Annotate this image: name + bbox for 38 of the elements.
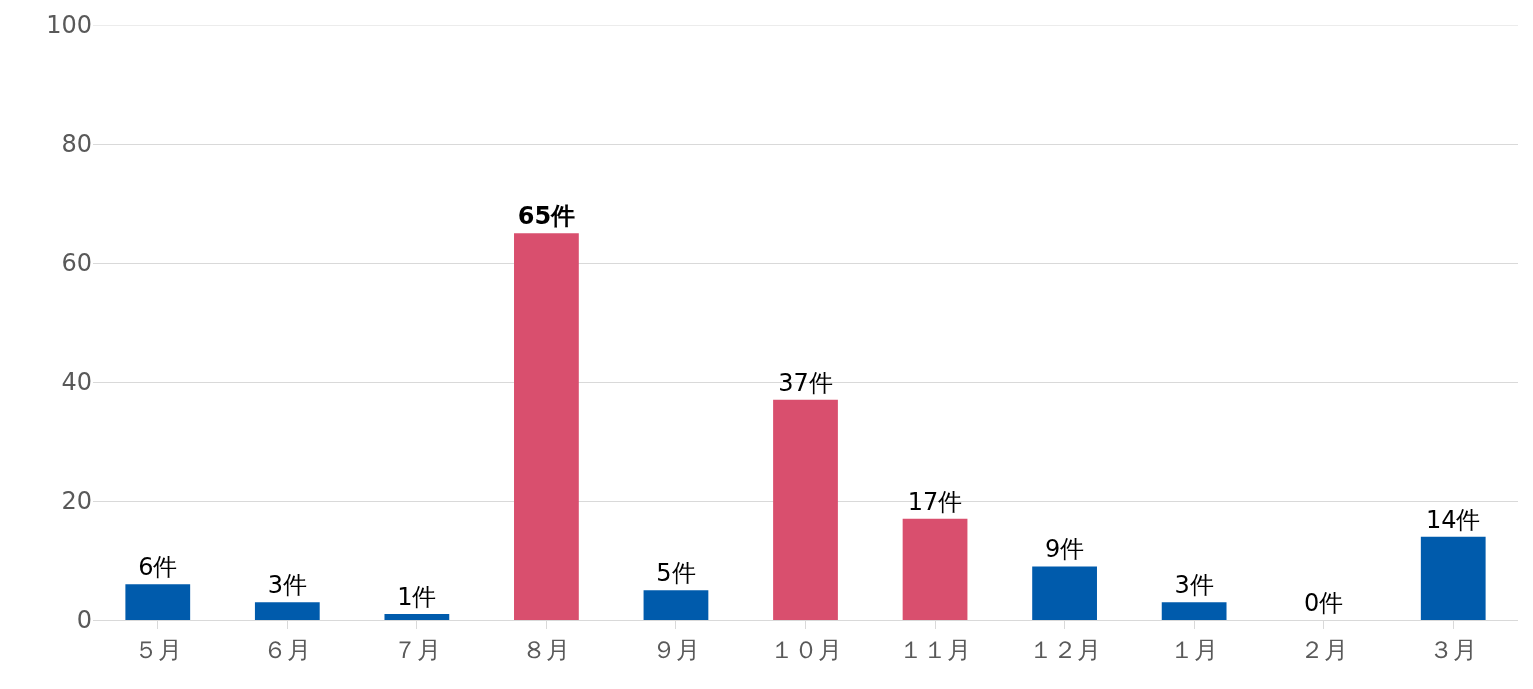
bar [514, 233, 579, 620]
x-tick-label: ２月 [1299, 635, 1348, 664]
x-tick-label: ５月 [133, 635, 182, 664]
x-tick-label: １１月 [899, 635, 972, 664]
data-label: 3件 [1174, 571, 1214, 600]
bar [773, 399, 838, 620]
bar [254, 602, 320, 620]
x-tick-label: １月 [1170, 635, 1219, 664]
x-tick-label: １２月 [1028, 635, 1101, 664]
data-label: 3件 [267, 571, 307, 600]
x-tick-label: ３月 [1429, 635, 1478, 664]
data-label: 0件 [1304, 589, 1344, 617]
x-tick-label: ８月 [522, 635, 571, 664]
bar [643, 590, 709, 620]
data-label: 17件 [907, 487, 963, 516]
x-tick-label: ９月 [651, 635, 700, 664]
bar [125, 584, 191, 620]
bar [1032, 566, 1097, 620]
y-tick-label: 100 [46, 11, 92, 40]
y-tick-label: 80 [61, 130, 92, 159]
data-label: 1件 [397, 583, 437, 612]
y-tick-label: 0 [76, 606, 92, 635]
x-tick-label: ７月 [392, 635, 441, 664]
bar [384, 614, 450, 620]
data-label: 14件 [1425, 505, 1481, 534]
data-label: 37件 [778, 368, 833, 397]
bar [1161, 602, 1227, 620]
bar [1420, 536, 1486, 620]
x-tick-label: ６月 [263, 635, 312, 664]
data-label: 6件 [138, 553, 178, 582]
data-label: 65件 [517, 202, 576, 231]
x-tick-label: １０月 [769, 635, 842, 664]
data-label: 9件 [1044, 535, 1085, 564]
y-tick-label: 40 [61, 368, 92, 397]
y-tick-label: 60 [61, 249, 92, 278]
y-tick-label: 20 [61, 487, 92, 516]
data-label: 5件 [656, 559, 696, 588]
bar [902, 518, 968, 620]
